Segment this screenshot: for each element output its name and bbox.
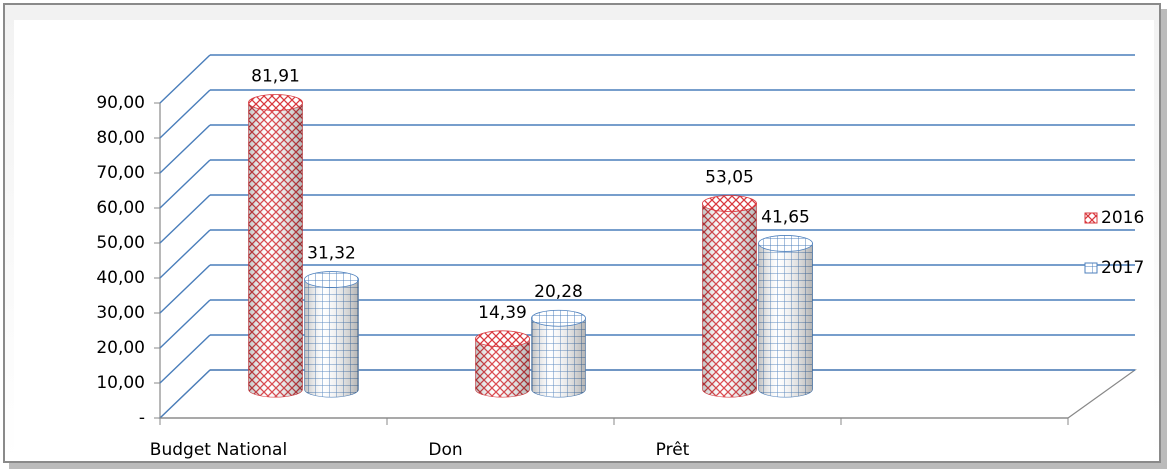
- legend-swatch: [1084, 262, 1098, 274]
- cylinder-shade: [702, 203, 757, 398]
- x-tick-label: Prêt: [656, 440, 690, 460]
- cylinder-top: [475, 330, 530, 348]
- cylinder-top: [758, 235, 813, 252]
- cylinder-top: [248, 94, 303, 111]
- cylinder-shade: [475, 338, 530, 398]
- data-label: 20,28: [534, 282, 583, 302]
- y-tick-label: 10,00: [96, 373, 145, 393]
- y-tick-label: -: [139, 408, 145, 428]
- grid-side: [159, 124, 211, 174]
- grid-side: [159, 229, 211, 279]
- cylinder-top: [531, 309, 586, 327]
- grid-side: [159, 194, 211, 244]
- cylinder-shade: [531, 318, 586, 398]
- x-tick-label: Budget National: [150, 440, 287, 460]
- data-label: 41,65: [761, 207, 810, 227]
- plot-bg: [14, 20, 1154, 458]
- y-tick-label: 60,00: [96, 198, 145, 218]
- y-tick-label: 20,00: [96, 338, 145, 358]
- cylinder-top: [702, 195, 757, 212]
- x-tick-label: Don: [428, 440, 462, 460]
- y-tick-label: 40,00: [96, 268, 145, 288]
- grid-side: [159, 54, 211, 104]
- grid-side: [159, 299, 211, 349]
- cylinder-top: [304, 271, 359, 288]
- grid-side: [159, 264, 211, 314]
- y-tick-label: 90,00: [96, 93, 145, 113]
- y-tick-label: 30,00: [96, 303, 145, 323]
- data-label: 53,05: [705, 168, 754, 188]
- legend-label: 2016: [1101, 208, 1144, 228]
- grid-side: [159, 159, 211, 209]
- cylinder-shade: [758, 243, 813, 398]
- data-label: 14,39: [478, 303, 527, 323]
- y-tick-label: 70,00: [96, 163, 145, 183]
- cylinder-shade: [304, 279, 359, 398]
- data-label: 31,32: [307, 244, 356, 264]
- legend-label: 2017: [1101, 258, 1144, 278]
- y-tick-label: 50,00: [96, 233, 145, 253]
- legend-swatch: [1084, 212, 1098, 224]
- grid-side: [159, 369, 211, 419]
- grid-side: [159, 334, 211, 384]
- cylinder-shade: [248, 102, 303, 398]
- data-label: 81,91: [251, 67, 300, 87]
- grid-side: [159, 89, 211, 139]
- y-tick-label: 80,00: [96, 128, 145, 148]
